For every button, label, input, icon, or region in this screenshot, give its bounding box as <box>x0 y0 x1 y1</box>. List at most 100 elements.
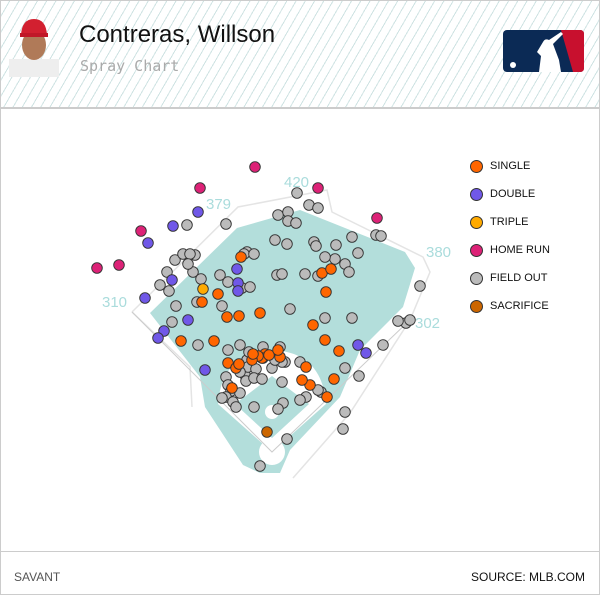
hit-point-field-out <box>272 403 284 415</box>
hit-point-field-out <box>330 239 342 251</box>
field-out-swatch <box>470 271 483 285</box>
hit-point-field-out <box>184 248 196 260</box>
hit-point-field-out <box>166 316 178 328</box>
header: Contreras, Willson Spray Chart <box>1 1 599 109</box>
spray-chart: 310 379 420 380 302 <box>91 161 451 479</box>
hit-point-home-run <box>135 225 147 237</box>
distance-right-center: 380 <box>426 244 451 261</box>
hit-point-field-out <box>244 281 256 293</box>
hit-point-double <box>360 347 372 359</box>
hit-point-field-out <box>337 423 349 435</box>
hit-point-triple <box>197 283 209 295</box>
footer-divider <box>1 551 599 552</box>
hit-point-single <box>233 358 245 370</box>
legend-item-sacrifice: SACRIFICE <box>470 292 550 320</box>
hit-point-home-run <box>312 182 324 194</box>
legend-item-single: SINGLE <box>470 152 550 180</box>
hit-point-home-run <box>249 161 261 173</box>
foul-lines <box>131 311 413 453</box>
hit-point-field-out <box>216 300 228 312</box>
hit-point-double <box>166 274 178 286</box>
savant-label: SAVANT <box>14 570 61 584</box>
hit-point-single <box>300 361 312 373</box>
hit-point-single <box>296 374 308 386</box>
hit-point-single <box>320 286 332 298</box>
hit-point-field-out <box>377 339 389 351</box>
home-run-swatch <box>470 243 483 257</box>
hit-point-field-out <box>375 230 387 242</box>
hit-point-field-out <box>290 217 302 229</box>
legend-item-home-run: HOME RUN <box>470 236 550 264</box>
hit-point-single <box>321 391 333 403</box>
hit-point-field-out <box>248 401 260 413</box>
hit-point-field-out <box>404 314 416 326</box>
hit-point-field-out <box>310 240 322 252</box>
hit-point-field-out <box>248 248 260 260</box>
player-name: Contreras, Willson <box>79 21 276 48</box>
hit-point-single <box>226 382 238 394</box>
hit-point-single <box>233 310 245 322</box>
hit-point-field-out <box>276 376 288 388</box>
hit-point-single <box>319 334 331 346</box>
legend-label: FIELD OUT <box>490 272 548 284</box>
hit-point-field-out <box>291 187 303 199</box>
hit-point-single <box>333 345 345 357</box>
hit-point-single <box>208 335 220 347</box>
hit-point-field-out <box>414 280 426 292</box>
source-label: SOURCE: MLB.COM <box>470 570 585 584</box>
player-avatar <box>9 19 59 77</box>
legend-item-double: DOUBLE <box>470 180 550 208</box>
hit-point-field-out <box>284 303 296 315</box>
hit-point-double <box>167 220 179 232</box>
hit-point-field-out <box>254 460 266 472</box>
hit-point-field-out <box>319 312 331 324</box>
hit-point-field-out <box>346 312 358 324</box>
left-wall <box>131 311 193 408</box>
hit-point-double <box>231 263 243 275</box>
hit-point-single <box>307 319 319 331</box>
hit-point-field-out <box>276 268 288 280</box>
hit-point-field-out <box>163 285 175 297</box>
hit-point-field-out <box>294 394 306 406</box>
hit-point-field-out <box>392 315 404 327</box>
legend-item-field-out: FIELD OUT <box>470 264 550 292</box>
hit-point-field-out <box>222 344 234 356</box>
hit-point-field-out <box>234 339 246 351</box>
distance-center-field: 420 <box>284 174 309 191</box>
hit-point-field-out <box>272 209 284 221</box>
hit-point-home-run <box>91 262 103 274</box>
legend-label: SINGLE <box>490 160 531 172</box>
legend-label: DOUBLE <box>490 188 536 200</box>
hit-point-double <box>352 339 364 351</box>
hit-point-double <box>182 314 194 326</box>
hit-point-field-out <box>154 279 166 291</box>
distance-left-field: 310 <box>102 294 127 311</box>
hit-point-single <box>328 373 340 385</box>
hit-point-field-out <box>195 273 207 285</box>
hit-point-field-out <box>230 401 242 413</box>
hit-point-field-out <box>281 433 293 445</box>
hit-point-single <box>212 288 224 300</box>
hit-point-field-out <box>182 258 194 270</box>
hit-point-field-out <box>343 266 355 278</box>
hit-point-double <box>152 332 164 344</box>
hit-point-home-run <box>113 259 125 271</box>
legend-label: SACRIFICE <box>490 300 549 312</box>
distance-right-field: 302 <box>415 315 440 332</box>
hit-point-field-out <box>216 392 228 404</box>
hit-point-field-out <box>256 373 268 385</box>
hit-point-field-out <box>192 339 204 351</box>
hit-point-field-out <box>214 269 226 281</box>
hit-point-single <box>272 344 284 356</box>
hit-point-field-out <box>281 238 293 250</box>
mlb-logo <box>503 30 584 72</box>
hit-point-double <box>232 285 244 297</box>
legend-label: HOME RUN <box>490 244 550 256</box>
hit-point-field-out <box>312 202 324 214</box>
hit-point-field-out <box>339 406 351 418</box>
hit-point-single <box>263 349 275 361</box>
hit-point-single <box>247 348 259 360</box>
hit-point-single <box>254 307 266 319</box>
hit-point-double <box>192 206 204 218</box>
hit-point-home-run <box>194 182 206 194</box>
